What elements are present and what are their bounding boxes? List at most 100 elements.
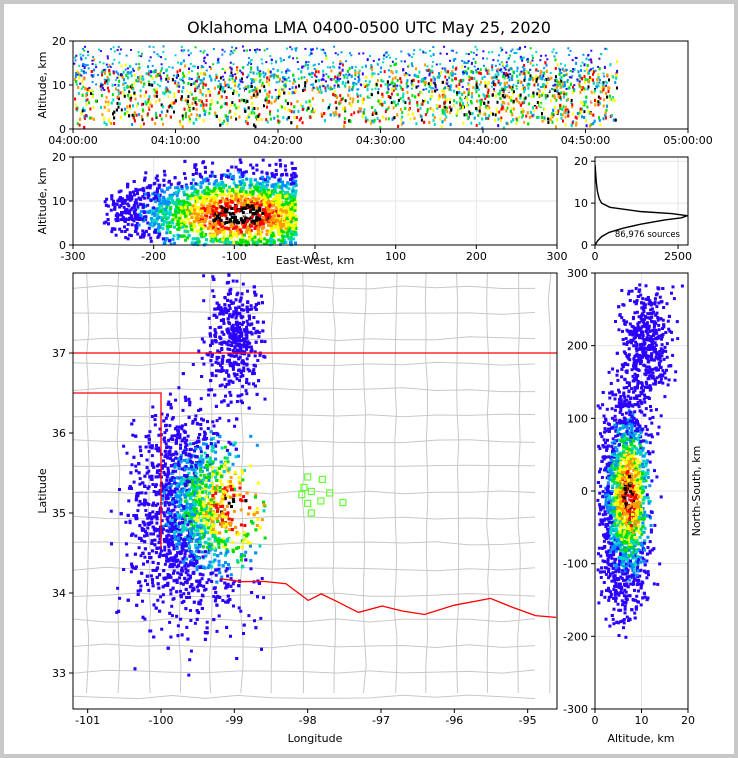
- source-cell: [129, 72, 132, 75]
- source-cell: [503, 75, 505, 77]
- source-cell: [265, 216, 269, 220]
- source-cell: [454, 58, 457, 60]
- source-cell: [299, 97, 301, 101]
- source-cell: [295, 47, 298, 50]
- source-cell: [160, 63, 163, 66]
- source-cell: [255, 168, 259, 172]
- source-cell: [552, 84, 555, 87]
- source-cell: [171, 66, 174, 69]
- x-tick-label: 04:20:00: [253, 134, 302, 147]
- source-cell: [279, 190, 283, 194]
- source-cell: [542, 74, 545, 78]
- source-cell: [590, 49, 593, 52]
- source-cell: [158, 225, 162, 228]
- source-cell: [92, 55, 95, 58]
- source-cell: [319, 85, 321, 89]
- source-cell: [417, 75, 420, 79]
- source-cell: [610, 74, 613, 78]
- source-cell: [352, 81, 355, 85]
- source-cell: [329, 113, 332, 117]
- source-cell: [128, 96, 131, 100]
- source-cell: [561, 67, 564, 71]
- source-cell: [204, 216, 208, 220]
- source-cell: [200, 225, 204, 229]
- source-cell: [279, 164, 282, 168]
- source-cell: [578, 84, 581, 88]
- source-cell: [523, 90, 526, 94]
- source-cell: [180, 97, 182, 101]
- source-cell: [323, 112, 326, 115]
- source-cell: [272, 76, 275, 80]
- source-cell: [189, 104, 191, 108]
- source-cell: [110, 121, 113, 125]
- source-cell: [160, 188, 164, 192]
- source-cell: [531, 59, 534, 62]
- source-cell: [557, 92, 560, 96]
- source-cell: [145, 72, 148, 76]
- source-cell: [255, 163, 259, 167]
- source-cell: [234, 189, 238, 193]
- source-cell: [317, 87, 320, 90]
- source-cell: [370, 93, 373, 97]
- source-cell: [131, 83, 133, 87]
- source-cell: [106, 55, 109, 58]
- source-cell: [535, 79, 538, 83]
- source-cell: [107, 103, 110, 107]
- source-cell: [429, 69, 432, 72]
- source-cell: [505, 61, 508, 64]
- source-cell: [397, 102, 399, 106]
- source-cell: [290, 173, 294, 177]
- source-cell: [219, 76, 222, 80]
- source-cell: [202, 226, 206, 230]
- source-cell: [150, 104, 153, 108]
- source-cell: [192, 82, 195, 85]
- source-cell: [494, 113, 497, 117]
- source-cell: [258, 80, 261, 83]
- source-cell: [323, 51, 326, 54]
- source-cell: [109, 208, 113, 212]
- source-cell: [219, 123, 222, 127]
- source-cell: [463, 60, 466, 64]
- source-cell: [255, 240, 259, 244]
- source-cell: [563, 110, 566, 114]
- source-cell: [160, 56, 162, 59]
- source-cell: [146, 221, 150, 225]
- source-cell: [541, 119, 544, 123]
- source-cell: [306, 79, 309, 83]
- source-cell: [229, 74, 232, 77]
- source-cell: [150, 210, 154, 213]
- source-cell: [443, 118, 446, 122]
- source-cell: [253, 102, 256, 105]
- source-cell: [421, 102, 424, 106]
- source-cell: [126, 105, 129, 109]
- source-cell: [390, 69, 393, 73]
- source-cell: [276, 229, 280, 233]
- source-cell: [498, 110, 501, 114]
- source-cell: [571, 112, 574, 116]
- source-cell: [214, 111, 217, 115]
- source-cell: [391, 87, 394, 91]
- source-cell: [131, 67, 134, 71]
- source-cell: [475, 83, 478, 87]
- source-cell: [179, 68, 182, 72]
- source-cell: [123, 112, 126, 116]
- source-cell: [221, 67, 224, 70]
- source-cell: [128, 198, 132, 202]
- source-cell: [75, 83, 78, 86]
- source-cell: [591, 78, 594, 82]
- source-cell: [281, 236, 285, 240]
- source-cell: [580, 110, 583, 114]
- source-cell: [564, 115, 567, 119]
- source-cell: [258, 71, 261, 75]
- source-cell: [517, 79, 520, 82]
- source-cell: [264, 210, 268, 214]
- source-cell: [130, 49, 132, 51]
- source-cell: [487, 91, 490, 95]
- source-cell: [572, 85, 574, 89]
- source-cell: [199, 79, 202, 82]
- source-cell: [431, 69, 434, 72]
- source-cell: [583, 100, 585, 104]
- source-cell: [450, 89, 453, 92]
- source-cell: [522, 100, 525, 104]
